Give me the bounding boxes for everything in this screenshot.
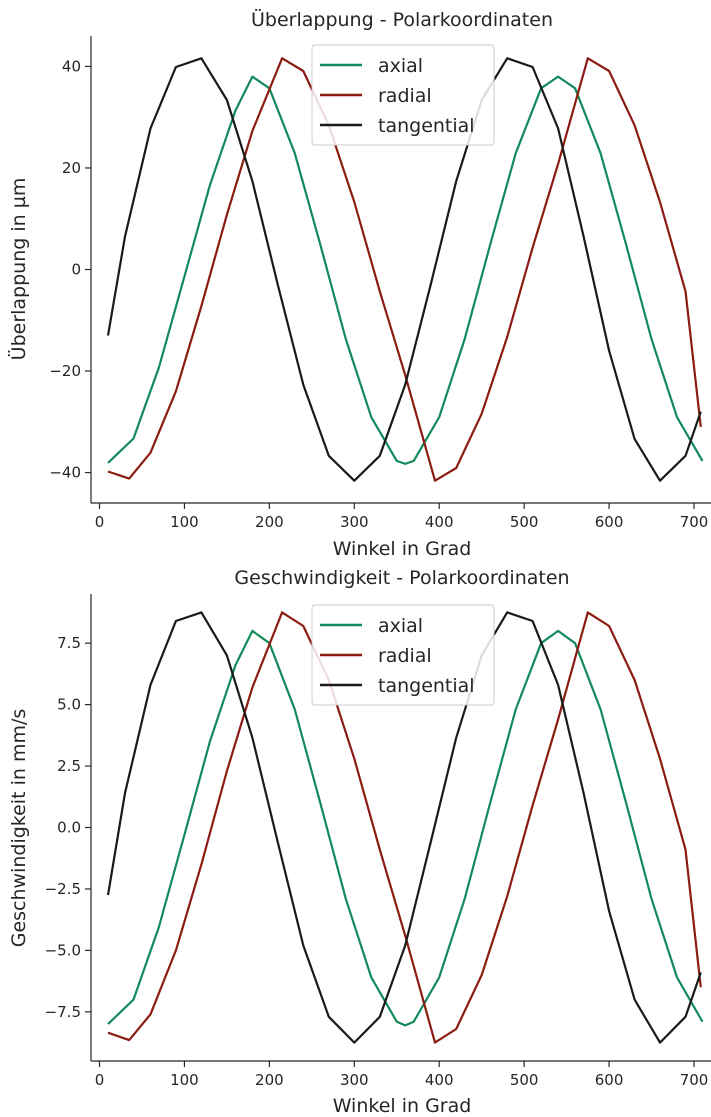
series-line-axial (107, 75, 704, 465)
y-axis-label: Überlappung in µm (7, 178, 30, 361)
x-tick-label: 600 (595, 1071, 624, 1089)
chart-overlap-panel: Überlappung - Polarkoordinaten 0 100 200 30… (7, 8, 711, 560)
y-tick-label: −5.0 (45, 941, 81, 959)
legend-label-radial: radial (378, 645, 432, 667)
x-tick-label: 600 (595, 513, 624, 531)
x-tick-label: 0 (95, 513, 105, 531)
y-tick-label: −2.5 (45, 880, 81, 898)
series-line-radial (107, 57, 702, 482)
legend: axial radial tangential (311, 44, 495, 146)
x-tick-label: 300 (340, 1071, 369, 1089)
x-tick-label: 100 (170, 513, 199, 531)
x-tick-label: 400 (425, 1071, 454, 1089)
chart-title: Geschwindigkeit - Polarkoordinaten (234, 567, 569, 589)
x-tick-label: 200 (255, 1071, 284, 1089)
series-line-tangential (106, 611, 702, 1044)
legend: axial radial tangential (311, 604, 495, 706)
legend-frame (311, 604, 495, 706)
x-tick-label: 400 (425, 513, 454, 531)
y-tick-label: 5.0 (57, 696, 81, 714)
legend-label-axial: axial (378, 55, 423, 77)
legend-label-radial: radial (378, 85, 432, 107)
plot-layer-overlap: 0 100 200 300 400 500 600 700 −40 −20 0 20 40 axial ra… (49, 36, 711, 531)
chart-velocity-panel: Geschwindigkeit - Polarkoordinaten 0 100 2… (8, 567, 711, 1117)
series-line-tangential (106, 57, 702, 482)
y-tick-label: 40 (62, 57, 81, 75)
legend-label-axial: axial (378, 615, 423, 637)
chart-title: Überlappung - Polarkoordinaten (251, 8, 553, 31)
legend-frame (311, 44, 495, 146)
series-line-axial (107, 629, 704, 1027)
y-tick-label: 0 (71, 261, 81, 279)
plot-layer-velocity: 0 100 200 300 400 500 600 700 −7.5 −5.0 −2.5 0.0 2.5… (45, 594, 711, 1089)
x-tick-label: 0 (95, 1071, 105, 1089)
y-tick-label: 20 (62, 159, 81, 177)
legend-label-tangential: tangential (378, 675, 475, 697)
x-axis-label: Winkel in Grad (333, 1095, 472, 1117)
x-tick-label: 500 (510, 513, 539, 531)
y-tick-label: −20 (49, 362, 81, 380)
x-tick-label: 100 (170, 1071, 199, 1089)
y-tick-label: −7.5 (45, 1003, 81, 1021)
x-tick-label: 700 (680, 513, 709, 531)
y-tick-label: 7.5 (57, 634, 81, 652)
y-tick-label: −40 (49, 464, 81, 482)
y-tick-label: 2.5 (57, 757, 81, 775)
x-tick-label: 700 (680, 1071, 709, 1089)
x-tick-label: 300 (340, 513, 369, 531)
legend-label-tangential: tangential (378, 115, 475, 137)
x-tick-label: 200 (255, 513, 284, 531)
series-line-radial (107, 611, 702, 1044)
y-tick-label: 0.0 (57, 819, 81, 837)
y-axis-label: Geschwindigkeit in mm/s (8, 709, 30, 948)
x-tick-label: 500 (510, 1071, 539, 1089)
x-axis-label: Winkel in Grad (333, 538, 472, 560)
